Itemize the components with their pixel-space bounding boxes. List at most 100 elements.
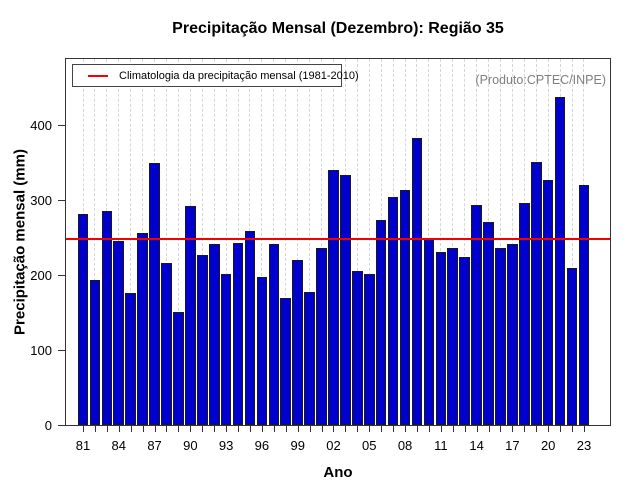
plot-area: Climatologia da precipitação mensal (198…: [65, 58, 611, 426]
bar-15: [483, 221, 494, 425]
x-tick-label-81: 81: [75, 438, 91, 453]
x-tick-90: [190, 426, 192, 432]
y-tick-400: [58, 125, 65, 126]
bar-19: [530, 161, 542, 425]
bar-92: [208, 243, 220, 425]
gridline-04: [356, 59, 358, 425]
climatology-line: [66, 238, 610, 240]
x-tick-87: [154, 426, 156, 432]
x-tick-09: [416, 426, 418, 432]
x-tick-label-99: 99: [290, 438, 305, 453]
gridline-92: [213, 59, 215, 425]
bar-91: [196, 254, 208, 425]
x-tick-04: [357, 426, 359, 432]
legend-line-swatch: [88, 74, 108, 77]
y-tick-100: [58, 350, 65, 351]
x-tick-16: [500, 426, 502, 432]
x-tick-85: [130, 426, 132, 432]
x-tick-02: [333, 426, 335, 432]
x-tick-82: [94, 426, 96, 432]
bar-00: [304, 291, 315, 425]
x-tick-11: [440, 426, 442, 432]
x-tick-14: [476, 426, 478, 432]
x-tick-17: [512, 426, 514, 432]
x-axis-title: Ano: [323, 464, 353, 481]
bar-90: [185, 206, 196, 425]
bar-04: [352, 270, 363, 425]
gridline-98: [285, 59, 287, 425]
gridline-85: [130, 59, 132, 425]
x-tick-88: [166, 426, 168, 432]
bar-99: [292, 260, 303, 425]
x-tick-label-02: 02: [326, 438, 341, 453]
x-tick-label-93: 93: [218, 438, 234, 453]
x-tick-83: [106, 426, 108, 432]
bar-94: [232, 242, 244, 425]
x-tick-86: [142, 426, 144, 432]
y-tick-300: [58, 200, 65, 201]
x-tick-10: [428, 426, 430, 432]
x-tick-84: [118, 426, 120, 432]
gridline-91: [201, 59, 203, 425]
gridline-16: [499, 59, 501, 425]
x-tick-95: [249, 426, 251, 432]
gridline-11: [440, 59, 442, 425]
x-tick-07: [393, 426, 395, 432]
x-tick-98: [285, 426, 287, 432]
bar-16: [495, 248, 506, 425]
bar-03: [340, 174, 351, 425]
y-axis-title: Precipitação mensal (mm): [11, 149, 29, 335]
bar-97: [268, 243, 280, 425]
legend-box: Climatologia da precipitação mensal (198…: [72, 64, 359, 87]
x-tick-23: [583, 426, 585, 432]
gridline-82: [94, 59, 96, 425]
x-tick-label-90: 90: [183, 438, 198, 453]
x-tick-label-20: 20: [540, 438, 556, 453]
x-tick-93: [226, 426, 228, 432]
bar-20: [542, 179, 554, 425]
x-tick-05: [369, 426, 371, 432]
x-tick-20: [548, 426, 550, 432]
bar-89: [173, 311, 184, 425]
bar-85: [125, 293, 136, 425]
bar-18: [519, 203, 530, 425]
x-tick-21: [560, 426, 562, 432]
x-tick-01: [321, 426, 323, 432]
gridline-93: [225, 59, 227, 425]
gridline-00: [309, 59, 311, 425]
bar-21: [554, 96, 566, 425]
y-tick-label-200: 200: [30, 268, 52, 283]
x-tick-06: [381, 426, 383, 432]
bar-10: [423, 239, 435, 425]
bar-06: [375, 219, 387, 425]
y-tick-200: [58, 275, 65, 276]
x-tick-19: [536, 426, 538, 432]
bar-08: [399, 190, 411, 425]
bar-13: [459, 257, 470, 425]
bar-96: [256, 276, 268, 425]
x-tick-15: [488, 426, 490, 432]
x-tick-99: [297, 426, 299, 432]
x-tick-22: [572, 426, 574, 432]
bar-02: [328, 170, 339, 425]
x-tick-96: [261, 426, 263, 432]
bar-17: [507, 244, 518, 425]
watermark-text: (Produto:CPTEC/INPE): [475, 73, 606, 87]
bar-12: [447, 248, 459, 425]
x-tick-label-23: 23: [576, 438, 592, 453]
x-tick-label-17: 17: [505, 438, 520, 453]
x-tick-18: [524, 426, 526, 432]
x-tick-94: [238, 426, 240, 432]
bar-88: [161, 263, 172, 425]
bar-22: [566, 267, 578, 425]
x-tick-00: [309, 426, 311, 432]
y-tick-label-0: 0: [44, 418, 52, 433]
bar-95: [244, 230, 256, 425]
gridline-13: [464, 59, 466, 425]
x-tick-label-14: 14: [469, 438, 484, 453]
x-tick-89: [178, 426, 180, 432]
x-tick-91: [202, 426, 204, 432]
y-tick-0: [58, 425, 65, 426]
x-tick-label-87: 87: [147, 438, 162, 453]
